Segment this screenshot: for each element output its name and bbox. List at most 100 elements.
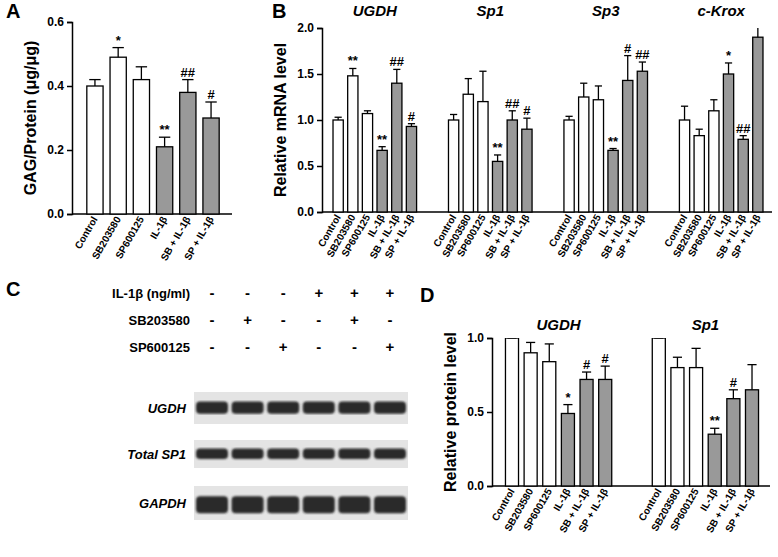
blot-band: [267, 496, 299, 513]
significance-mark: ##: [505, 96, 520, 111]
condition-sign: +: [243, 311, 252, 328]
bar: [561, 413, 574, 486]
error-bar: [601, 366, 610, 379]
bar: [203, 118, 219, 214]
error-bar-cap: [364, 110, 371, 111]
bar: [652, 338, 665, 486]
blot-band: [303, 448, 335, 459]
error-bar-cap: [747, 364, 756, 365]
y-axis: 0.00.51.01.52.0: [297, 21, 322, 219]
error-bar-cap: [136, 66, 147, 67]
condition-sign: -: [352, 338, 357, 355]
condition-sign: +: [279, 338, 288, 355]
group-title: Sp1: [692, 316, 720, 333]
bar: [671, 368, 684, 486]
error-bar: [580, 83, 587, 97]
significance-mark: **: [493, 140, 504, 155]
error-bar-cap: [710, 99, 717, 100]
condition-sign: +: [350, 311, 359, 328]
error-bar: [639, 62, 646, 71]
y-tick-mark: [67, 22, 72, 24]
blot-band: [374, 496, 406, 513]
error-bar-cap: [673, 357, 682, 358]
plot-marks: [505, 338, 758, 486]
y-tick-label: 1.5: [297, 67, 314, 81]
y-tick-label: 0.0: [297, 205, 314, 219]
blot-band: [374, 448, 406, 459]
y-tick-label: 0.2: [47, 143, 64, 157]
blot-band: [267, 448, 299, 459]
error-bar: [565, 116, 572, 120]
error-bar-stem: [677, 357, 678, 367]
significance-mark: ##: [181, 65, 196, 80]
significance-mark: ##: [635, 47, 650, 62]
error-bar: [159, 137, 170, 147]
bar: [637, 71, 647, 212]
y-tick: 1.0: [467, 331, 492, 345]
bar: [333, 120, 343, 212]
condition-sign: -: [245, 284, 250, 301]
panel-0: A0.00.20.40.6GAG/Protein (μg/μg)Control*…: [6, 0, 232, 263]
blot-band: [338, 448, 370, 459]
y-tick-label: 0.5: [467, 405, 484, 419]
significance-mark: #: [408, 109, 416, 124]
x-tick-label: SP + IL-1β: [182, 215, 216, 262]
error-bar-stem: [210, 102, 211, 118]
error-bar: [526, 342, 535, 352]
error-bar: [710, 100, 717, 111]
error-bar-cap: [580, 83, 587, 84]
error-bar: [624, 56, 631, 81]
condition-sign: +: [314, 284, 323, 301]
error-bar: [681, 106, 688, 120]
error-bar: [507, 338, 516, 339]
y-axis-title: Relative mRNA level: [272, 43, 289, 197]
y-axis: 0.00.20.40.6: [47, 15, 72, 221]
error-bar: [379, 147, 386, 151]
error-bar-cap: [526, 342, 535, 343]
y-axis-line: [317, 29, 323, 213]
blot-band: [196, 496, 228, 513]
bar: [608, 150, 618, 212]
plot-texts: UGDHControl**SB203580SP600125**IL-1β##SB…: [316, 2, 763, 261]
bar: [492, 161, 502, 212]
significance-mark: ##: [736, 121, 751, 136]
error-bar: [335, 117, 342, 120]
significance-mark: #: [523, 103, 531, 118]
error-bar: [740, 136, 747, 140]
blot-strip: [194, 392, 408, 424]
error-bar-stem: [497, 155, 498, 161]
panel-3: D0.00.51.0Relative protein levelUGDHCont…: [420, 284, 770, 535]
error-bar-cap: [565, 116, 572, 117]
significance-mark: #: [624, 41, 632, 56]
condition-sign: -: [316, 338, 321, 355]
error-bar-stem: [714, 428, 715, 434]
error-bar-stem: [699, 129, 700, 135]
panel-letter: B: [272, 0, 286, 22]
error-bar-stem: [567, 405, 568, 414]
error-bar-stem: [530, 342, 531, 352]
error-bar: [479, 71, 486, 101]
bar: [580, 379, 593, 486]
condition-sign: -: [281, 284, 286, 301]
y-tick: 0.4: [47, 79, 72, 93]
group-title: UGDH: [537, 316, 582, 333]
error-bar-cap: [681, 106, 688, 107]
y-tick: 0.2: [47, 143, 72, 157]
bar: [156, 147, 172, 214]
error-bar-cap: [507, 338, 516, 339]
error-bar-cap: [696, 129, 703, 130]
blot-band: [303, 402, 335, 414]
error-bar: [673, 357, 682, 367]
error-bar: [450, 114, 457, 120]
bar: [524, 353, 537, 486]
y-tick-mark: [67, 86, 72, 88]
y-tick-mark: [487, 486, 492, 488]
bar: [579, 97, 589, 212]
error-bar-stem: [549, 344, 550, 362]
error-bar-stem: [627, 56, 628, 81]
error-bar: [563, 405, 572, 414]
error-bar: [364, 111, 371, 114]
bar: [738, 139, 748, 212]
error-bar-stem: [586, 372, 587, 379]
y-axis-line: [487, 339, 493, 487]
